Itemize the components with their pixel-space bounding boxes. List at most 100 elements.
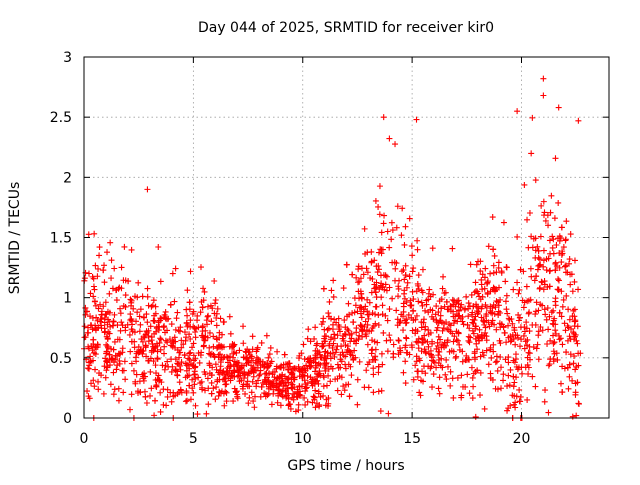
data-point [321,338,328,345]
data-point [186,299,193,306]
data-point [121,358,128,365]
data-point [388,219,395,226]
data-point [208,318,215,325]
data-point [453,311,460,318]
data-point [495,264,502,271]
data-point [361,225,368,232]
data-point [410,265,417,272]
data-point [100,267,107,274]
data-point [206,344,213,351]
data-point [106,309,113,316]
data-point [348,372,355,379]
data-point [214,345,221,352]
data-point [162,362,169,369]
data-point [301,369,308,376]
data-point [408,243,415,250]
data-point [465,300,472,307]
data-point [514,332,521,339]
data-point [172,366,179,373]
data-point [214,378,221,385]
data-point [219,369,226,376]
data-point [91,298,98,305]
data-point [403,299,410,306]
data-point [128,391,135,398]
x-tick-label: 20 [513,431,531,447]
data-point [213,314,220,321]
data-point [386,332,393,339]
data-point [237,372,244,379]
data-point [293,393,300,400]
data-point [382,281,389,288]
data-point [168,321,175,328]
data-point [503,292,510,299]
data-point [567,231,574,238]
data-point [198,384,205,391]
data-point [416,355,423,362]
data-point [284,366,291,373]
data-point [183,388,190,395]
y-axis-label: SRMTID / TECUs [7,182,23,295]
data-point [134,309,141,316]
data-point [178,359,185,366]
data-point [515,317,522,324]
data-point [153,382,160,389]
data-point [369,346,376,353]
data-point [223,389,230,396]
data-point [248,389,255,396]
data-point [315,371,322,378]
data-point [210,333,217,340]
data-point [525,349,532,356]
data-point [544,341,551,348]
data-point [402,262,409,269]
data-point [433,327,440,334]
data-point [489,214,496,221]
data-point [433,364,440,371]
data-point [354,308,361,315]
data-point [419,289,426,296]
data-point [143,353,150,360]
data-point [110,346,117,353]
data-point [207,302,214,309]
data-point [120,367,127,374]
data-point [507,338,514,345]
data-point [268,401,275,408]
data-point [433,303,440,310]
data-point [516,286,523,293]
data-point [102,299,109,306]
data-point [440,273,447,280]
data-point [512,356,519,363]
data-point [408,302,415,309]
data-point [379,246,386,253]
data-point [156,340,163,347]
data-point [184,287,191,294]
data-point [400,300,407,307]
data-point [168,368,175,375]
data-point [86,395,93,402]
data-point [346,393,353,400]
data-point [132,354,139,361]
data-point [439,285,446,292]
data-point [366,299,373,306]
data-point [320,383,327,390]
data-point [417,392,424,399]
data-point [338,391,345,398]
data-point [356,278,363,285]
data-point [414,280,421,287]
data-point [477,369,484,376]
data-point [192,334,199,341]
data-point [370,389,377,396]
data-point [141,334,148,341]
data-point [82,269,89,276]
data-point [227,363,234,370]
data-point [550,236,557,243]
data-point [532,254,539,261]
data-point [469,319,476,326]
data-point [213,322,220,329]
data-point [536,256,543,263]
data-point [281,351,288,358]
data-point [561,365,568,372]
data-point [555,199,562,206]
data-point [177,324,184,331]
